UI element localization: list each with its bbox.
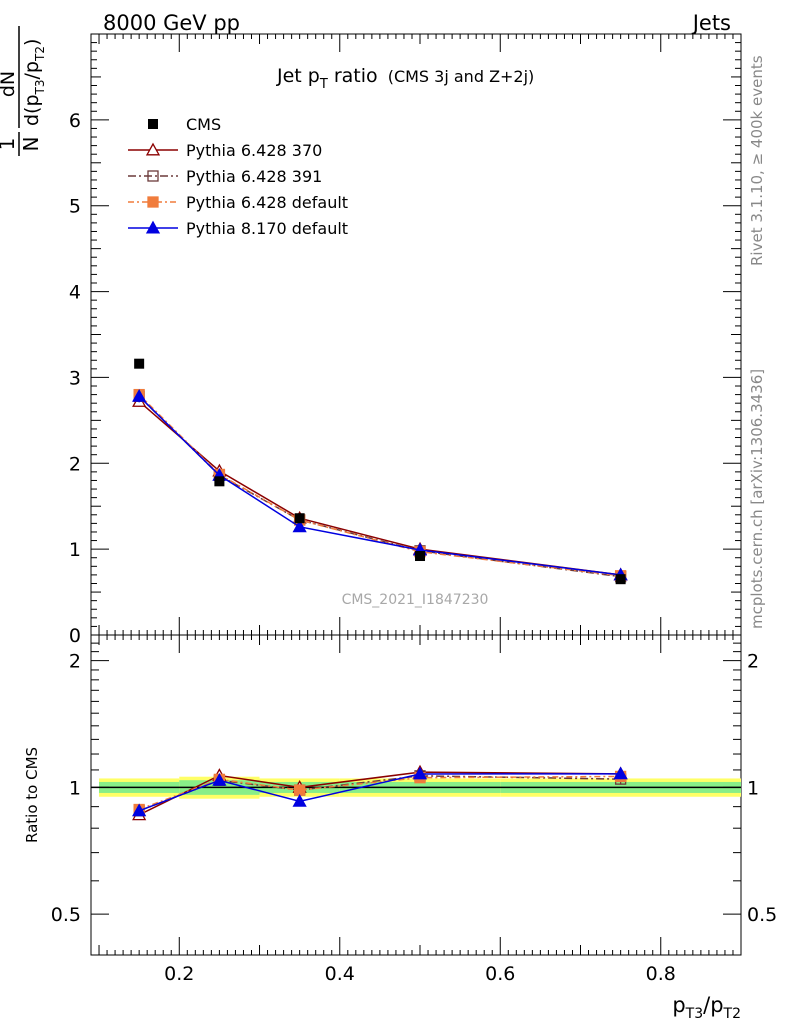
title-main: Jet p — [276, 65, 320, 87]
legend-label: Pythia 8.170 default — [186, 219, 348, 238]
cms-data-point — [615, 574, 626, 585]
ylabel-den-suffix: ) — [21, 39, 43, 46]
ylabel-num: dN — [0, 71, 19, 97]
main-series — [132, 388, 628, 583]
x-tick-label: 0.8 — [646, 963, 676, 985]
x-axis-label: pT3/pT2 — [672, 993, 741, 1022]
xlabel-p1: p — [672, 993, 685, 1017]
series-line — [138, 395, 621, 576]
xlabel-s1: T3 — [685, 1006, 703, 1022]
series-line — [138, 394, 621, 577]
legend-label: Pythia 6.428 default — [186, 193, 348, 212]
legend-label: Pythia 6.428 370 — [186, 141, 322, 160]
ratio-marker — [292, 794, 307, 807]
cms-data-point — [214, 476, 225, 487]
ylabel-frac-den: N — [19, 137, 43, 152]
ratio-y-label: Ratio to CMS — [23, 747, 41, 843]
ylabel-den-sub1: T3 — [33, 79, 47, 95]
xlabel-s2: T2 — [723, 1006, 741, 1022]
ratio-tick-label: 2 — [69, 651, 81, 673]
legend-marker — [145, 142, 161, 156]
mcplots-label: mcplots.cern.ch [arXiv:1306.3436] — [748, 369, 766, 629]
ratio-marker — [412, 766, 428, 780]
legend-marker-cms — [148, 119, 158, 129]
ylabel-den: d(pT3/pT2) — [21, 39, 47, 126]
y-tick-label: 3 — [69, 367, 81, 389]
ratio-marker — [212, 773, 227, 786]
legend-label: Pythia 6.428 391 — [186, 167, 322, 186]
y-tick-label: 2 — [69, 453, 81, 475]
y-tick-label: 0 — [69, 625, 81, 647]
legend-marker — [147, 170, 159, 182]
ylabel-den-mid: /p — [21, 61, 43, 79]
legend: CMS Pythia 6.428 370 Pythia 6.428 391 Pythi… — [128, 115, 348, 238]
axis-ticks: 0.2 0.4 0.6 0.8 0 1 2 3 4 5 6 0.5 0.5 1 1 2 2 — [51, 34, 777, 985]
title-rest: ratio — [328, 65, 378, 87]
ratio-series — [132, 764, 628, 821]
ylabel-frac-num: 1 — [0, 138, 19, 151]
ratio-tick-label-right: 1 — [747, 777, 759, 799]
series-line — [138, 400, 621, 576]
x-tick-label: 0.4 — [325, 963, 355, 985]
ylabel-den-sub2: T2 — [33, 46, 47, 62]
y-tick-label: 5 — [69, 196, 81, 218]
rivet-label: Rivet 3.1.10, ≥ 400k events — [748, 55, 766, 266]
legend-label-cms: CMS — [186, 115, 221, 134]
x-tick-label: 0.2 — [164, 963, 194, 985]
legend-marker — [147, 196, 159, 208]
cms-data-point — [294, 513, 305, 524]
data-markers — [134, 358, 626, 585]
ratio-tick-label-right: 0.5 — [747, 904, 777, 926]
ratio-marker — [132, 803, 147, 817]
xlabel-mid: /p — [703, 993, 723, 1017]
header-left: 8000 GeV pp — [103, 11, 240, 35]
series-marker — [132, 388, 147, 402]
y-tick-label: 4 — [69, 282, 81, 304]
plot-title: Jet pT ratio (CMS 3j and Z+2j) — [276, 65, 534, 92]
cms-data-point — [134, 358, 145, 369]
ratio-tick-label-right: 2 — [747, 651, 759, 673]
series-marker — [292, 519, 307, 533]
y-tick-label: 6 — [69, 110, 81, 132]
x-tick-label: 0.6 — [485, 963, 515, 985]
series-line — [138, 395, 621, 578]
title-small: (CMS 3j and Z+2j) — [388, 67, 535, 86]
ratio-marker — [613, 766, 628, 780]
legend-marker — [145, 220, 161, 234]
title-sub: T — [319, 77, 328, 92]
cms-data-point — [415, 551, 426, 562]
header-right: Jets — [691, 11, 731, 35]
watermark: CMS_2021_I1847230 — [342, 592, 489, 608]
y-tick-label: 1 — [69, 539, 81, 561]
ratio-marker — [293, 784, 306, 796]
ylabel-den-prefix: d(p — [21, 94, 43, 126]
ratio-series-line — [138, 775, 621, 811]
ratio-tick-label: 0.5 — [51, 904, 81, 926]
ratio-tick-label: 1 — [69, 777, 81, 799]
y-axis-label: 1 N dN d(pT3/pT2) — [0, 26, 47, 156]
